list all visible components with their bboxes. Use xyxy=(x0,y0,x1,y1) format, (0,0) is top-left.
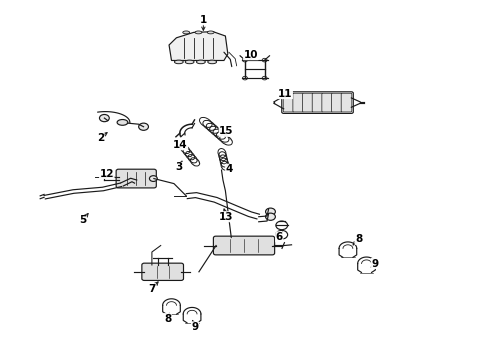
Ellipse shape xyxy=(174,60,183,64)
FancyBboxPatch shape xyxy=(283,93,294,112)
Circle shape xyxy=(99,114,109,122)
Text: 12: 12 xyxy=(99,168,114,179)
Text: 6: 6 xyxy=(276,232,283,242)
Text: 9: 9 xyxy=(192,322,198,332)
Text: 11: 11 xyxy=(278,89,293,99)
Circle shape xyxy=(262,76,267,80)
Ellipse shape xyxy=(183,31,190,34)
Ellipse shape xyxy=(117,120,128,125)
FancyBboxPatch shape xyxy=(322,93,333,112)
FancyBboxPatch shape xyxy=(332,93,342,112)
FancyBboxPatch shape xyxy=(302,93,313,112)
Ellipse shape xyxy=(207,31,214,34)
Ellipse shape xyxy=(195,31,202,34)
Text: 8: 8 xyxy=(164,314,171,324)
Text: 4: 4 xyxy=(225,164,233,174)
Circle shape xyxy=(262,58,267,62)
Text: 13: 13 xyxy=(219,212,234,222)
FancyBboxPatch shape xyxy=(116,169,156,188)
Circle shape xyxy=(266,208,275,215)
FancyBboxPatch shape xyxy=(213,236,274,255)
Text: 3: 3 xyxy=(175,162,182,172)
Text: 14: 14 xyxy=(173,140,188,150)
Circle shape xyxy=(139,123,148,130)
Ellipse shape xyxy=(185,60,194,64)
Polygon shape xyxy=(169,32,228,60)
FancyBboxPatch shape xyxy=(293,93,303,112)
Text: 15: 15 xyxy=(219,126,234,136)
Circle shape xyxy=(149,176,157,181)
Text: 1: 1 xyxy=(200,15,207,25)
Ellipse shape xyxy=(208,60,217,64)
Text: 7: 7 xyxy=(148,284,156,294)
Text: 10: 10 xyxy=(244,50,258,60)
FancyBboxPatch shape xyxy=(142,263,184,280)
Circle shape xyxy=(243,58,247,62)
Circle shape xyxy=(266,213,275,220)
FancyBboxPatch shape xyxy=(312,93,323,112)
Circle shape xyxy=(243,76,247,80)
Ellipse shape xyxy=(196,60,205,64)
Text: 5: 5 xyxy=(79,215,86,225)
FancyBboxPatch shape xyxy=(341,93,352,112)
Text: 8: 8 xyxy=(355,234,362,244)
Text: 2: 2 xyxy=(97,132,104,143)
Text: 9: 9 xyxy=(371,258,378,269)
